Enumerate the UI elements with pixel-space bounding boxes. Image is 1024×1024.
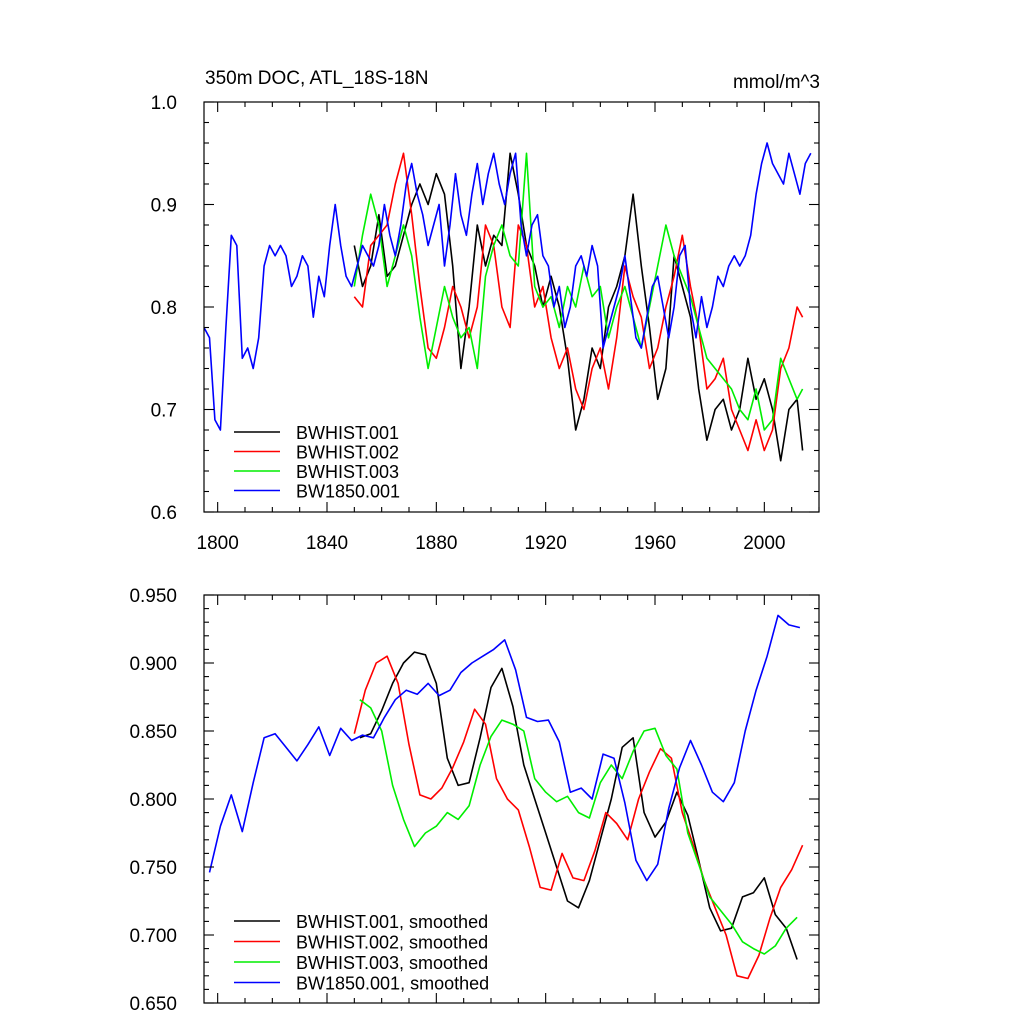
series-line-bwhist-001 (353, 152, 804, 462)
y-tick-label: 0.950 (129, 586, 177, 607)
legend-label: BW1850.001, smoothed (296, 974, 489, 994)
y-tick-label: 0.750 (129, 858, 177, 879)
y-tick-label: 0.7 (151, 401, 177, 422)
series-line-bwhist-003-smoothed (359, 699, 798, 955)
series-line-bw1850-001-smoothed (208, 614, 801, 882)
y-tick-label: 0.700 (129, 926, 177, 947)
legend-label: BWHIST.003 (296, 462, 399, 482)
legend-label: BW1850.001 (296, 482, 400, 502)
bottom-ticks: 0.650 0.700 0.750 0.800 0.850 0.900 0.950 (129, 586, 820, 1015)
legend-label: BWHIST.001, smoothed (296, 912, 488, 932)
y-tick-label: 0.800 (129, 790, 177, 811)
top-panel: 350m DOC, ATL_18S-18N mmol/m^3 1800 1840 1… (151, 68, 820, 554)
series-line-bwhist-003 (353, 152, 804, 431)
legend-label: BWHIST.001 (296, 423, 399, 443)
legend-label: BWHIST.002, smoothed (296, 933, 488, 953)
y-tick-label: 0.900 (129, 654, 177, 675)
series-line-bwhist-002-smoothed (353, 655, 804, 980)
series-line-bwhist-002 (353, 152, 804, 452)
x-tick-label: 1880 (415, 533, 457, 554)
bottom-series-group (208, 614, 804, 980)
legend-label: BWHIST.002 (296, 443, 399, 463)
top-series-group (203, 142, 812, 462)
y-tick-label: 0.6 (151, 503, 177, 524)
chart-title: 350m DOC, ATL_18S-18N (205, 68, 429, 89)
bottom-panel: 0.650 0.700 0.750 0.800 0.850 0.900 0.950 BWHI… (129, 586, 820, 1015)
y-tick-label: 0.850 (129, 722, 177, 743)
x-tick-label: 1920 (525, 533, 567, 554)
y-tick-label: 0.9 (151, 196, 177, 217)
x-tick-label: 1960 (634, 533, 676, 554)
x-tick-label: 1840 (306, 533, 348, 554)
x-tick-label: 2000 (743, 533, 785, 554)
x-tick-label: 1800 (197, 533, 239, 554)
legend-label: BWHIST.003, smoothed (296, 953, 488, 973)
y-tick-label: 0.650 (129, 994, 177, 1015)
y-tick-label: 1.0 (151, 93, 177, 114)
units-label: mmol/m^3 (733, 72, 820, 93)
series-line-bw1850-001 (203, 142, 812, 431)
y-tick-label: 0.8 (151, 298, 177, 319)
top-ticks: 1800 1840 1880 1920 1960 2000 0.6 0.7 0.8 0.9 1.0 (151, 93, 820, 554)
